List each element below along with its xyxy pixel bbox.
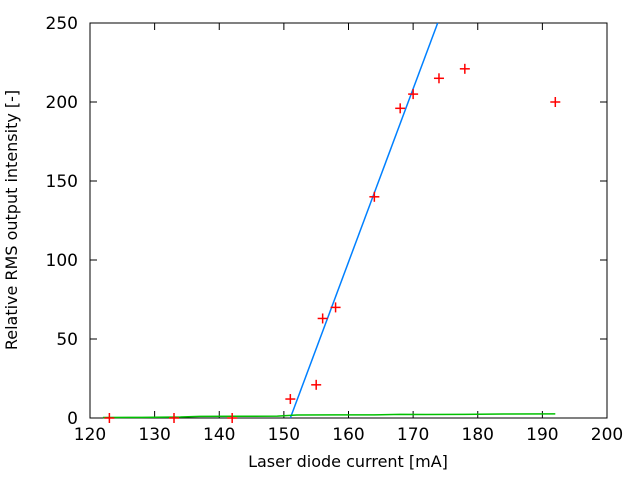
data-point-marker — [550, 97, 561, 107]
x-tick-label: 120 — [74, 425, 106, 445]
data-point-marker — [311, 379, 322, 390]
data-point-marker — [330, 302, 341, 313]
x-tick-label: 160 — [332, 425, 364, 445]
data-point-marker — [408, 89, 419, 100]
data-point-marker — [104, 413, 115, 423]
x-tick-label: 130 — [138, 425, 170, 445]
x-tick-label: 180 — [462, 425, 494, 445]
series-fit-line — [289, 22, 439, 419]
data-point-marker — [317, 313, 328, 324]
x-axis-title: Laser diode current [mA] — [248, 452, 448, 471]
data-point-marker — [285, 394, 296, 405]
data-point-marker — [227, 413, 238, 423]
x-tick-label: 170 — [397, 425, 429, 445]
y-tick-label: 100 — [46, 251, 78, 271]
x-tick-label: 140 — [203, 425, 235, 445]
y-tick-label: 50 — [56, 330, 78, 350]
plot-border — [89, 22, 608, 419]
plot-area: 120 130 140 150 160 170 180 190 200 0 50 100 150 200 2… — [46, 14, 624, 445]
x-tick-label: 150 — [268, 425, 300, 445]
y-axis-title: Relative RMS output intensity [-] — [2, 90, 21, 350]
data-point-marker — [459, 63, 470, 74]
data-point-marker — [169, 413, 180, 423]
y-tick-label: 200 — [46, 93, 78, 113]
series-measured-points — [104, 63, 561, 423]
x-tick-label: 200 — [591, 425, 623, 445]
x-tick-label: 190 — [526, 425, 558, 445]
y-tick-label: 0 — [67, 409, 78, 429]
data-point-marker — [395, 103, 406, 114]
data-point-marker — [369, 191, 380, 202]
series-below-threshold-noise — [102, 413, 556, 419]
y-tick-label: 150 — [46, 172, 78, 192]
y-tick-label: 250 — [46, 14, 78, 34]
data-point-marker — [433, 73, 444, 84]
